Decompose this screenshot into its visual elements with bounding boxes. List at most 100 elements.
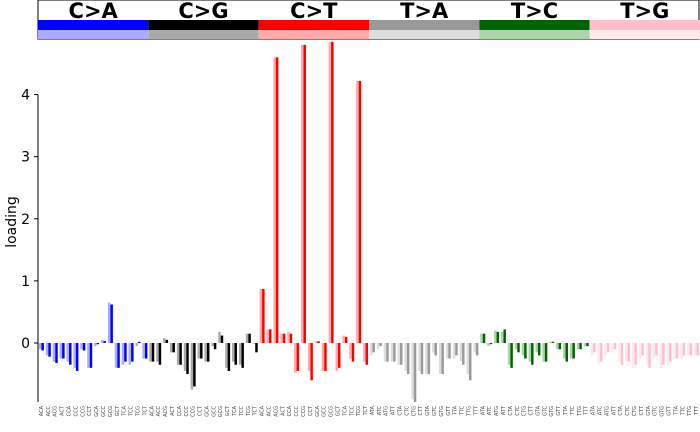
bar <box>135 343 138 347</box>
bar <box>406 343 410 375</box>
bar <box>411 343 414 399</box>
x-tick-label: ATC <box>487 406 493 416</box>
bar <box>383 343 387 362</box>
y-tick-label: 2 <box>21 212 30 228</box>
bar <box>563 343 566 359</box>
bar <box>204 343 207 362</box>
x-tick-label: GTC <box>542 405 548 415</box>
x-tick-label: TCT <box>142 405 148 416</box>
x-tick-label: GTA <box>425 405 431 415</box>
bar <box>262 288 265 343</box>
group-color-bar <box>589 20 700 30</box>
bar <box>38 343 42 350</box>
bar <box>69 343 72 365</box>
bar <box>73 343 76 368</box>
bar <box>66 343 70 362</box>
x-tick-label: TCC <box>349 405 355 416</box>
x-tick-label: GCC <box>101 405 107 416</box>
x-tick-label: CTG <box>411 406 417 417</box>
x-tick-label: ACG <box>53 406 59 417</box>
bar <box>307 343 311 371</box>
bar <box>358 80 362 344</box>
x-tick-label: ATA <box>591 405 597 415</box>
bar <box>390 343 394 362</box>
bar <box>425 343 428 375</box>
bar <box>625 343 628 362</box>
bar <box>131 343 134 362</box>
x-tick-label: CTC <box>404 405 410 415</box>
bar <box>144 343 148 359</box>
bar <box>101 339 104 343</box>
x-tick-label: TTC <box>460 405 466 416</box>
x-tick-label: TTT <box>584 405 590 416</box>
bar <box>655 343 658 356</box>
bar <box>225 343 228 368</box>
x-tick-label: GCT <box>335 405 341 416</box>
bar <box>468 343 472 381</box>
bar <box>549 341 552 343</box>
x-tick-label: GCA <box>204 405 210 416</box>
x-tick-label: CCG <box>80 406 86 417</box>
x-tick-label: TCA <box>122 405 128 416</box>
bar <box>45 343 49 356</box>
bar <box>363 343 366 362</box>
bar <box>294 343 297 373</box>
bar <box>521 343 525 356</box>
bar <box>480 333 483 343</box>
bar <box>169 343 173 353</box>
bar <box>241 343 244 368</box>
group-label: C>G <box>178 0 228 23</box>
bar <box>280 333 283 343</box>
y-axis: 0 1 2 3 4 <box>21 88 39 402</box>
bar <box>627 343 631 362</box>
x-tick-label: GTG <box>439 406 445 417</box>
bar <box>404 343 407 371</box>
x-tick-label: ACG <box>273 406 279 417</box>
bar <box>176 343 180 365</box>
bar <box>418 343 421 371</box>
bar <box>482 333 486 343</box>
bar <box>269 329 272 343</box>
x-tick-label: GTT <box>446 405 452 416</box>
x-tick-label: CCC <box>73 406 79 417</box>
x-tick-label: TTA <box>673 405 679 416</box>
bar <box>494 330 497 343</box>
bar <box>659 343 663 368</box>
bar <box>342 335 345 343</box>
bar <box>220 335 224 343</box>
bar <box>301 44 304 343</box>
bar <box>52 343 56 362</box>
bar <box>441 343 444 375</box>
bar <box>245 333 249 343</box>
bar <box>556 343 559 350</box>
x-tick-label: ATC <box>377 406 383 416</box>
bar <box>507 343 511 365</box>
x-tick-label: ACA <box>39 405 45 416</box>
bar <box>524 343 527 359</box>
bar <box>452 343 456 359</box>
x-tick-label: CCG <box>191 406 197 417</box>
x-tick-label: CTC <box>625 405 631 415</box>
bar <box>445 343 449 359</box>
y-tick-label: 3 <box>21 150 30 166</box>
bar <box>190 343 194 390</box>
x-tick-label: GCG <box>329 406 335 417</box>
bar <box>666 343 669 365</box>
x-tick-label: ACC <box>267 406 273 417</box>
x-tick-label: ACT <box>170 405 176 416</box>
bar <box>579 343 582 350</box>
bar <box>317 341 320 343</box>
bar <box>218 331 221 343</box>
bar <box>273 57 276 343</box>
bar <box>151 343 155 362</box>
bar <box>314 341 318 343</box>
x-tick-label: CTA <box>508 405 514 415</box>
bar <box>576 343 580 350</box>
group-color-bar <box>38 20 149 30</box>
group-light-bar <box>38 30 149 39</box>
bar <box>335 343 338 371</box>
bar <box>103 341 106 343</box>
x-tick-label: GCG <box>218 406 224 417</box>
bar <box>248 333 251 343</box>
bar <box>328 41 332 343</box>
